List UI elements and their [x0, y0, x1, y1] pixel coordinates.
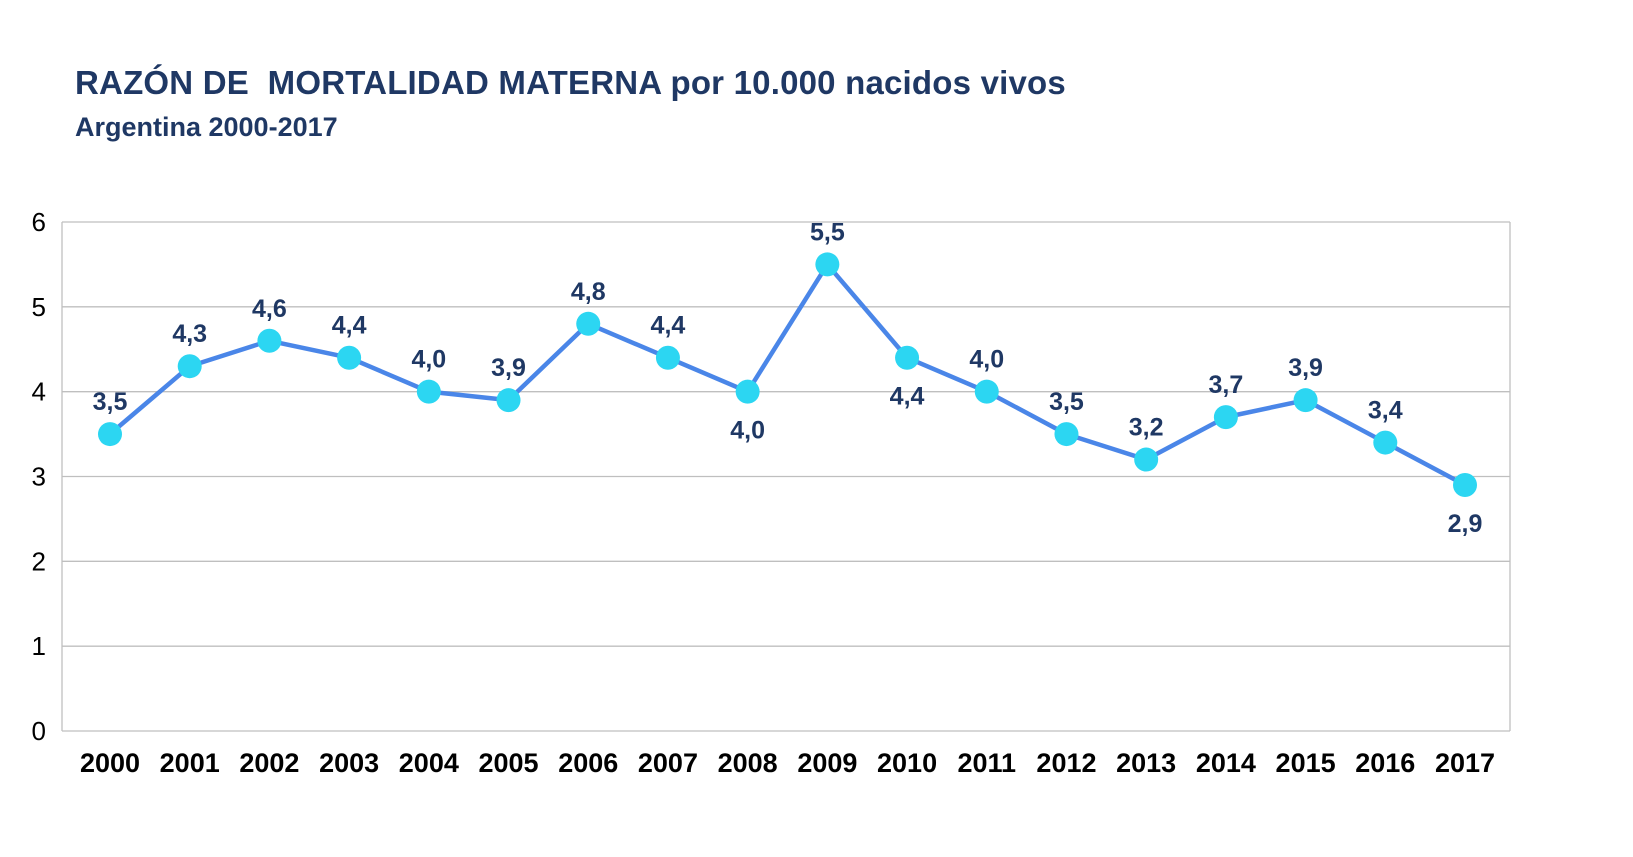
x-axis-label: 2010 [877, 748, 937, 778]
data-point-marker [735, 379, 760, 404]
data-point-label: 4,4 [332, 312, 367, 340]
y-axis-label: 4 [32, 377, 46, 407]
data-point-label: 3,2 [1129, 414, 1164, 442]
x-axis-label: 2016 [1355, 748, 1415, 778]
chart-header: RAZÓN DE MORTALIDAD MATERNA por 10.000 n… [75, 64, 1066, 143]
data-point-marker [257, 328, 282, 353]
data-point-marker [337, 345, 362, 370]
data-point-label: 5,5 [810, 218, 845, 246]
data-point-label: 4,0 [411, 346, 446, 374]
x-axis-label: 2014 [1196, 748, 1256, 778]
x-axis-label: 2000 [80, 748, 140, 778]
data-point-label: 4,4 [890, 383, 925, 411]
series-line [107, 262, 1468, 488]
data-point-marker [974, 379, 999, 404]
x-axis-label: 2008 [718, 748, 778, 778]
data-point-marker [177, 354, 202, 379]
y-axis-label: 2 [32, 546, 46, 576]
x-axis-label: 2006 [558, 748, 618, 778]
data-point-label: 3,9 [491, 354, 526, 382]
data-point-label: 3,9 [1288, 354, 1323, 382]
data-point-label: 4,0 [969, 346, 1004, 374]
y-axis-label: 5 [32, 292, 46, 322]
x-axis-label: 2003 [319, 748, 379, 778]
x-axis-label: 2015 [1276, 748, 1336, 778]
data-point-label: 3,5 [1049, 388, 1084, 416]
data-point-marker [895, 345, 920, 370]
data-point-marker [1373, 430, 1398, 455]
data-point-marker [1453, 472, 1477, 497]
data-point-label: 4,3 [172, 320, 207, 348]
y-axis-label: 6 [32, 207, 46, 237]
data-point-marker [576, 311, 601, 336]
data-point-label: 2,9 [1448, 510, 1483, 538]
data-point-marker [416, 379, 441, 404]
y-axis-label: 3 [32, 462, 46, 492]
data-point-marker [1134, 447, 1159, 472]
x-axis-label: 2013 [1116, 748, 1176, 778]
data-point-marker [655, 345, 680, 370]
x-axis-label: 2007 [638, 748, 698, 778]
data-point-label: 4,6 [252, 295, 287, 323]
data-point-marker [1054, 422, 1079, 447]
data-point-marker [1213, 405, 1238, 430]
y-axis-label: 0 [32, 716, 46, 746]
x-axis-label: 2009 [797, 748, 857, 778]
data-point-label: 4,0 [730, 417, 765, 445]
x-axis-label: 2002 [239, 748, 299, 778]
data-point-marker [815, 252, 840, 277]
data-point-label: 3,7 [1208, 371, 1243, 399]
data-point-marker [98, 422, 122, 447]
x-axis-label: 2011 [957, 748, 1016, 778]
x-axis-label: 2005 [478, 748, 538, 778]
x-axis-label: 2017 [1435, 748, 1495, 778]
data-point-label: 3,4 [1368, 397, 1403, 425]
data-point-marker [496, 388, 521, 413]
data-point-label: 4,4 [651, 312, 686, 340]
chart-title: RAZÓN DE MORTALIDAD MATERNA por 10.000 n… [75, 64, 1066, 101]
data-point-marker [1293, 388, 1318, 413]
x-axis-label: 2001 [160, 748, 220, 778]
data-point-label: 4,8 [571, 278, 606, 306]
x-axis-label: 2004 [399, 748, 459, 778]
y-axis-label: 1 [32, 631, 46, 661]
data-point-label: 3,5 [93, 388, 128, 416]
x-axis-label: 2012 [1036, 748, 1096, 778]
chart-subtitle: Argentina 2000-2017 [75, 112, 338, 142]
